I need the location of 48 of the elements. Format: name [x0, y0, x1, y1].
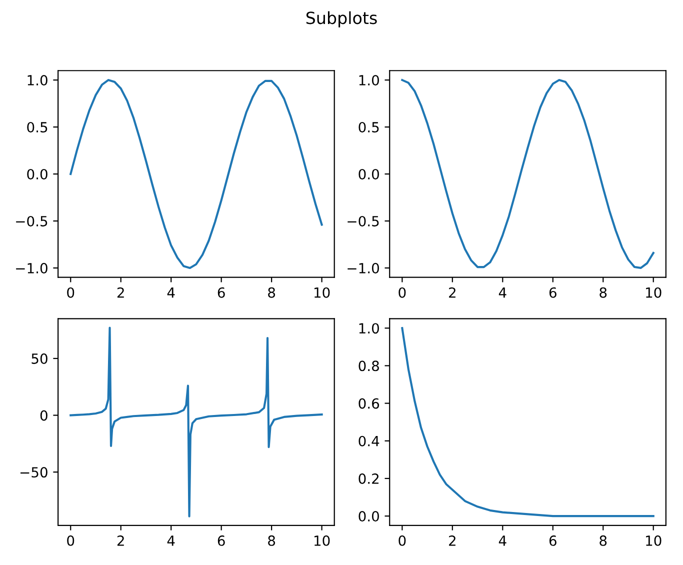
x-tick-label: 2	[117, 535, 124, 546]
y-tick-label: 0.0	[358, 511, 379, 522]
y-tick-label: 0.2	[358, 473, 379, 484]
line-series	[70, 326, 323, 518]
y-tick-label: −1.0	[348, 262, 379, 274]
y-tick-label: −50	[20, 467, 48, 478]
y-tick-label: 0.0	[27, 168, 48, 180]
x-tick-label: 10	[314, 535, 330, 546]
x-tick-label: 0	[67, 287, 74, 298]
x-tick-label: 4	[167, 288, 175, 298]
line-series	[401, 327, 654, 518]
y-tick-label: 1.0	[28, 74, 48, 86]
x-tick-label: 10	[314, 287, 330, 298]
chart-title: Subplots	[306, 11, 377, 28]
line-series	[70, 78, 323, 270]
y-tick-label: 1.0	[359, 323, 379, 334]
x-tick-label: 8	[268, 535, 276, 546]
line-series	[401, 78, 654, 270]
y-tick-label: 0.5	[27, 122, 48, 132]
y-tick-label: 0.8	[358, 360, 379, 372]
y-tick-label: 50	[32, 353, 48, 364]
y-tick-label: 0.0	[358, 168, 379, 180]
x-tick-label: 6	[218, 535, 225, 546]
x-tick-label: 4	[498, 288, 506, 298]
y-tick-label: 1.0	[359, 74, 379, 86]
x-tick-label: 8	[268, 287, 276, 298]
x-tick-label: 2	[449, 287, 456, 298]
x-tick-label: 6	[549, 287, 556, 298]
x-tick-label: 6	[218, 287, 225, 298]
y-tick-label: −0.5	[16, 216, 48, 226]
x-tick-label: 0	[398, 535, 406, 546]
x-tick-label: 8	[600, 535, 607, 546]
y-tick-label: 0	[40, 410, 48, 421]
x-tick-label: 4	[167, 536, 175, 546]
y-tick-label: −0.5	[348, 216, 379, 226]
x-tick-label: 4	[498, 536, 506, 546]
y-tick-label: 0.6	[358, 398, 380, 409]
x-tick-label: 2	[449, 535, 456, 546]
x-tick-label: 10	[646, 535, 662, 546]
x-tick-label: 0	[398, 287, 406, 298]
y-tick-label: 0.4	[358, 436, 380, 446]
y-tick-label: −1.0	[16, 262, 48, 274]
x-tick-label: 2	[117, 287, 124, 298]
y-tick-label: 0.5	[358, 122, 379, 132]
x-tick-label: 0	[67, 535, 74, 546]
x-tick-label: 10	[646, 287, 662, 298]
x-tick-label: 8	[600, 287, 607, 298]
x-tick-label: 6	[549, 535, 556, 546]
